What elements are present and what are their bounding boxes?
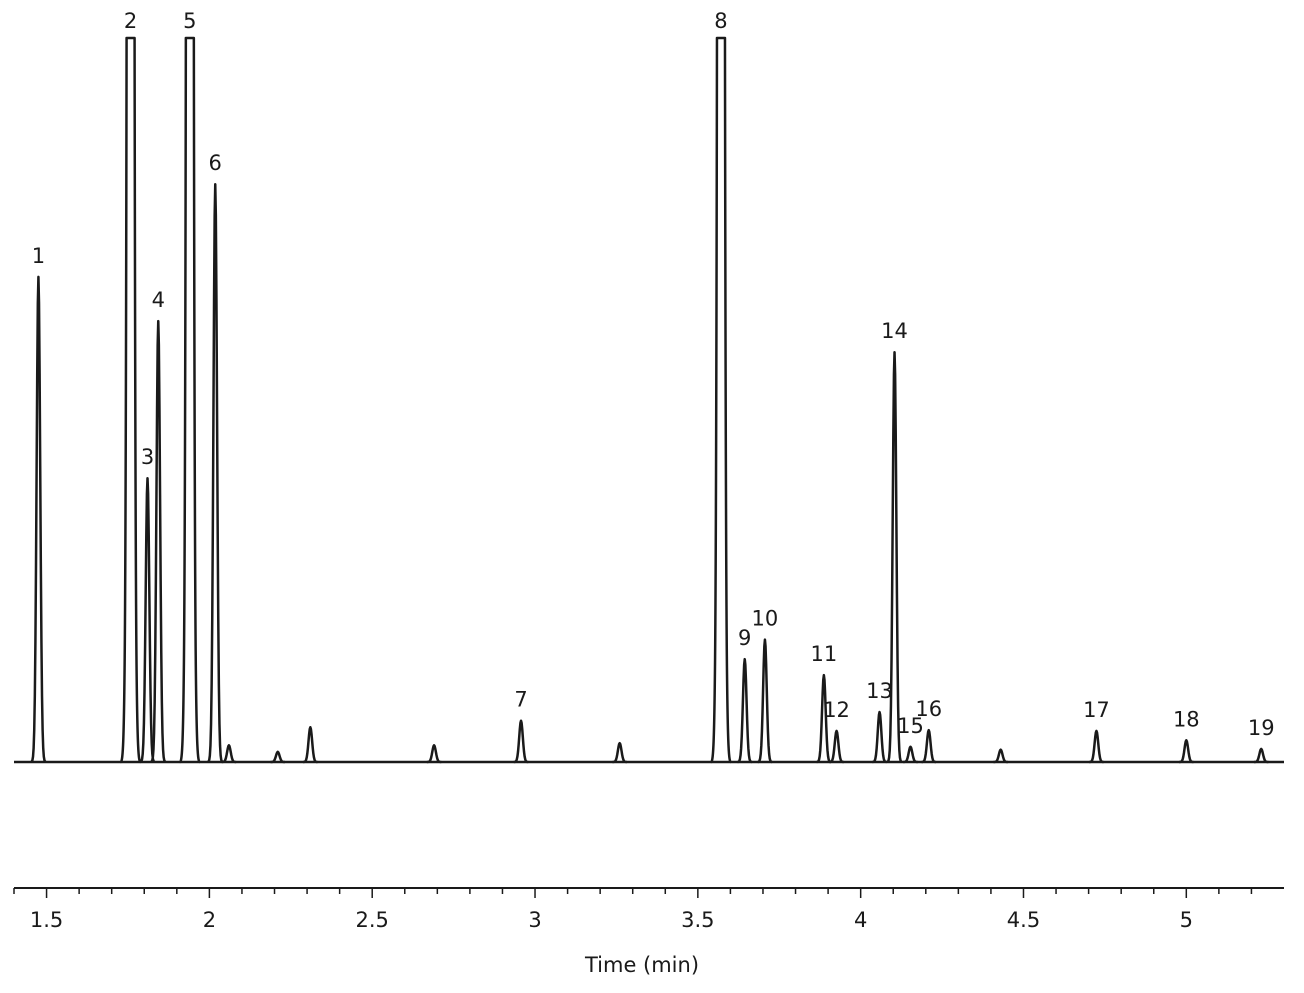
peak [513, 719, 529, 764]
peak-label: 3 [141, 445, 154, 469]
x-tick-label: 5 [1180, 908, 1193, 932]
peak [1088, 729, 1105, 764]
peak [902, 745, 919, 764]
peak-label: 6 [209, 151, 222, 175]
peak-label: 14 [881, 319, 908, 343]
peak [736, 657, 753, 764]
peak [221, 744, 237, 764]
peak-label: 8 [714, 9, 727, 33]
peak-label: 16 [915, 697, 942, 721]
x-tick-label: 1.5 [30, 908, 63, 932]
peak [150, 319, 167, 763]
peak [757, 638, 773, 764]
x-axis-title: Time (min) [584, 953, 699, 977]
peak-label: 15 [897, 714, 924, 738]
peak [1253, 747, 1270, 764]
peak [139, 476, 156, 764]
peak [30, 275, 47, 763]
peak [611, 741, 628, 764]
peak [920, 728, 937, 764]
x-tick-label: 4 [854, 908, 867, 932]
peak [179, 36, 201, 764]
peak-label: 1 [32, 244, 45, 268]
peak-label: 9 [738, 626, 751, 650]
x-tick-label: 3 [528, 908, 541, 932]
peak-label: 4 [152, 288, 165, 312]
x-tick-label: 4.5 [1007, 908, 1040, 932]
peak [269, 750, 286, 764]
peak [302, 726, 319, 764]
peak [871, 710, 888, 764]
peak [992, 748, 1009, 764]
x-tick-label: 2 [203, 908, 216, 932]
peak-label: 17 [1083, 698, 1110, 722]
peak-label: 2 [124, 9, 137, 33]
x-tick-label: 2.5 [356, 908, 389, 932]
peak [207, 183, 224, 763]
peak [426, 744, 442, 764]
peak-label: 7 [514, 688, 527, 712]
peak [816, 673, 832, 764]
peak [1178, 739, 1195, 764]
peak-label: 11 [811, 642, 838, 666]
peak-label: 10 [752, 607, 779, 631]
peak [119, 36, 142, 764]
peak [886, 350, 903, 763]
peak-label: 5 [183, 9, 196, 33]
peak [710, 36, 732, 764]
x-tick-label: 3.5 [681, 908, 714, 932]
peak-label: 12 [823, 698, 850, 722]
peak-label: 13 [866, 679, 893, 703]
peak-label: 19 [1248, 716, 1275, 740]
peak [828, 729, 845, 764]
peak-label: 18 [1173, 707, 1200, 731]
